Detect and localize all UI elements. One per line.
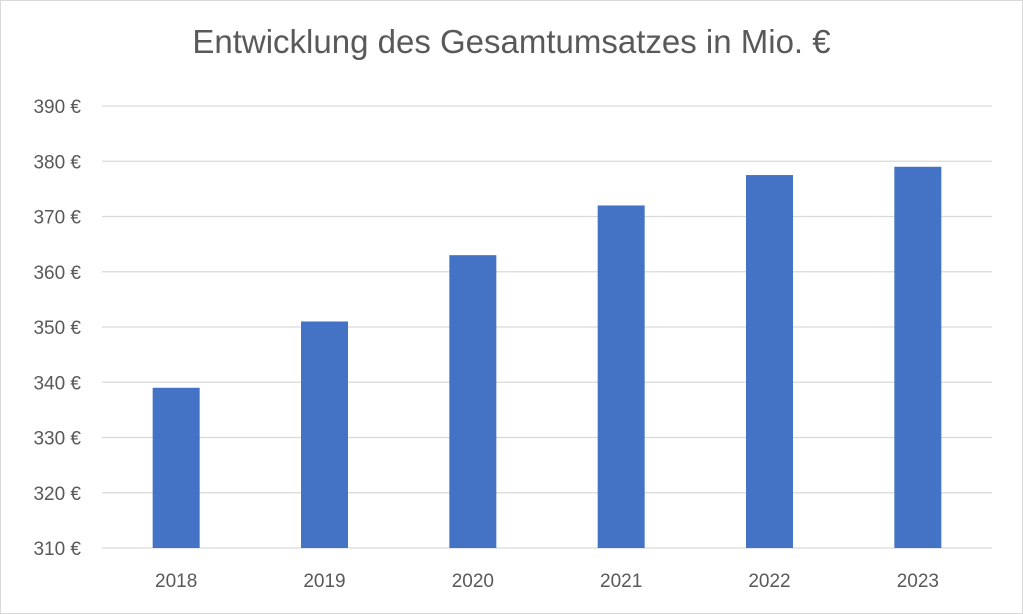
x-tick-label: 2022 <box>748 571 790 592</box>
y-tick-label: 390 € <box>33 97 81 118</box>
y-tick-label: 370 € <box>33 208 81 229</box>
y-tick-label: 310 € <box>33 539 81 560</box>
x-tick-label: 2020 <box>452 571 494 592</box>
bar-2023 <box>894 166 942 548</box>
x-tick-label: 2021 <box>600 571 642 592</box>
bar-2019 <box>301 321 348 548</box>
y-tick-label: 350 € <box>33 318 81 339</box>
bar-2020 <box>449 255 497 549</box>
x-axis-ticks: 2018 2019 2020 2021 2022 2023 <box>155 571 939 592</box>
y-tick-label: 360 € <box>33 263 81 284</box>
x-tick-label: 2023 <box>897 571 939 592</box>
y-tick-label: 380 € <box>33 152 81 173</box>
y-tick-label: 320 € <box>33 484 81 505</box>
bars <box>152 166 942 549</box>
bar-2018 <box>152 387 200 548</box>
y-axis-ticks: 310 € 320 € 330 € 340 € 350 € 360 € 370 € 380 €… <box>33 97 81 560</box>
chart-title: Entwicklung des Gesamtumsatzes in Mio. € <box>192 23 831 60</box>
x-tick-label: 2018 <box>155 571 197 592</box>
x-tick-label: 2019 <box>303 571 345 592</box>
y-tick-label: 340 € <box>33 373 81 394</box>
y-tick-label: 330 € <box>33 429 81 450</box>
gridlines <box>102 105 992 549</box>
bar-2022 <box>746 175 793 548</box>
bar-2021 <box>597 205 645 548</box>
